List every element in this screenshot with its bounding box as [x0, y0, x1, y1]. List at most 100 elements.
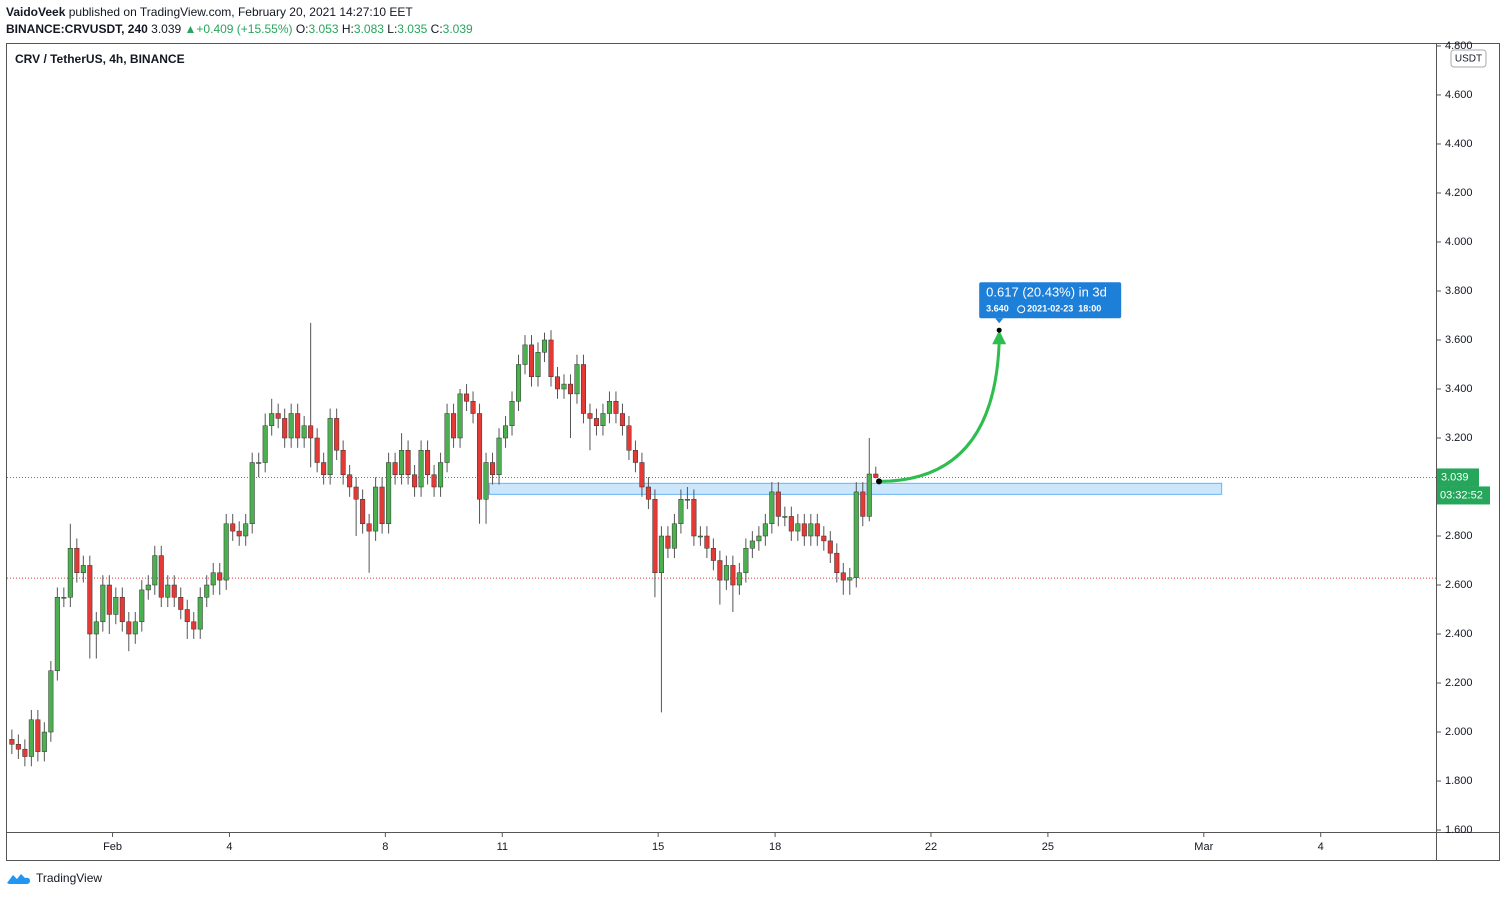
- candle-body: [548, 339, 554, 377]
- x-tick-label: 4: [226, 841, 232, 853]
- candle-body: [269, 413, 275, 426]
- candle-body: [509, 400, 515, 426]
- candle-body: [619, 413, 625, 426]
- published: published on TradingView.com, February 2…: [68, 5, 413, 19]
- x-tick-label: 4: [1318, 841, 1324, 853]
- price-label-box: [1437, 468, 1479, 487]
- candle-body: [399, 450, 405, 476]
- candle-body: [158, 555, 164, 598]
- x-tick-label: Mar: [1194, 841, 1213, 853]
- candle-body: [249, 462, 255, 525]
- candle-body: [691, 499, 697, 537]
- x-tick-label: Feb: [103, 841, 122, 853]
- h: 3.083: [353, 22, 384, 36]
- candle-body: [113, 597, 119, 615]
- candle-body: [444, 413, 450, 463]
- candle-body: [652, 499, 658, 574]
- y-tick-label: 2.400: [1445, 628, 1473, 640]
- candle-body: [22, 748, 28, 757]
- candle-body: [347, 474, 353, 488]
- candle-body: [496, 437, 502, 476]
- candle-body: [814, 523, 820, 537]
- candle-body: [457, 393, 463, 439]
- candle-body: [152, 555, 158, 586]
- candle-body: [743, 548, 749, 574]
- axes: 1.6001.8002.0002.2002.4002.6002.8003.000…: [103, 40, 1472, 853]
- candle-body: [360, 499, 366, 525]
- candle-body: [119, 597, 125, 623]
- candle-body: [15, 744, 21, 750]
- candle-body: [769, 491, 775, 525]
- candle-body: [801, 523, 807, 537]
- candle-body: [295, 413, 301, 439]
- y-tick-label: 4.400: [1445, 138, 1473, 150]
- candle-body: [210, 572, 216, 586]
- candle-body: [139, 589, 145, 623]
- candle-body: [35, 719, 41, 752]
- candle-body: [282, 418, 288, 439]
- l: 3.035: [397, 22, 428, 36]
- candle-body: [100, 584, 106, 623]
- candle-body: [756, 535, 762, 542]
- y-tick-label: 4.600: [1445, 89, 1473, 101]
- candle-body: [834, 552, 840, 574]
- candle-body: [847, 577, 853, 581]
- candle-body: [308, 425, 314, 439]
- candle-body: [425, 450, 431, 476]
- projection-arrow: [879, 342, 1001, 483]
- y-tick-label: 3.800: [1445, 285, 1473, 297]
- candle-body: [184, 609, 190, 623]
- candle-body: [503, 425, 509, 439]
- change: +0.409 (+15.55%): [196, 22, 293, 36]
- candle-body: [61, 597, 67, 599]
- candle-body: [171, 584, 177, 598]
- candle-body: [412, 474, 418, 488]
- candle-body: [41, 731, 47, 752]
- candle-body: [132, 621, 138, 635]
- candle-body: [301, 425, 307, 439]
- candle-body: [87, 565, 93, 635]
- x-tick-label: 18: [769, 841, 781, 853]
- x-tick-label: 11: [497, 841, 508, 853]
- candle-body: [580, 364, 586, 414]
- countdown: 03:32:52: [1440, 489, 1483, 501]
- candle-body: [191, 621, 197, 630]
- c-label: C:: [430, 22, 443, 36]
- candle-body: [9, 739, 15, 745]
- x-tick-label: 22: [925, 841, 937, 853]
- candle-body: [795, 523, 801, 532]
- candle-body: [217, 572, 223, 581]
- candle-body: [54, 597, 60, 672]
- candle-body: [373, 486, 379, 532]
- candle-body: [723, 565, 729, 581]
- candle-body: [840, 572, 846, 581]
- x-tick-label: 8: [382, 841, 388, 853]
- candle-body: [314, 437, 320, 463]
- candle-body: [697, 535, 703, 538]
- candle-body: [730, 565, 736, 586]
- candle-body: [600, 413, 606, 426]
- candle-body: [223, 523, 229, 581]
- candle-body: [470, 400, 476, 414]
- y-tick-label: 4.800: [1445, 40, 1473, 52]
- candle-body: [632, 450, 638, 463]
- candle-body: [541, 339, 548, 353]
- currency: USDT: [1455, 54, 1482, 65]
- y-tick-label: 3.400: [1445, 383, 1473, 395]
- o-label: O:: [295, 22, 309, 36]
- candle-body: [490, 462, 496, 476]
- candle-body: [243, 523, 249, 537]
- candle-body: [606, 400, 612, 414]
- candle-body: [145, 584, 151, 591]
- chart-title: CRV / TetherUS, 4h, BINANCE: [15, 52, 185, 66]
- candle-body: [873, 473, 879, 478]
- annotation-text: 0.617 (20.43%) in 3d: [986, 285, 1107, 300]
- price-label: 3.039: [1441, 471, 1469, 483]
- candle-body: [821, 535, 827, 542]
- candle-body: [645, 486, 651, 500]
- candle-body: [704, 535, 710, 549]
- candle-body: [386, 462, 392, 525]
- candle-body: [28, 719, 34, 757]
- candle-body: [574, 364, 580, 395]
- symbol: BINANCE:CRVUSDT, 240: [6, 22, 148, 36]
